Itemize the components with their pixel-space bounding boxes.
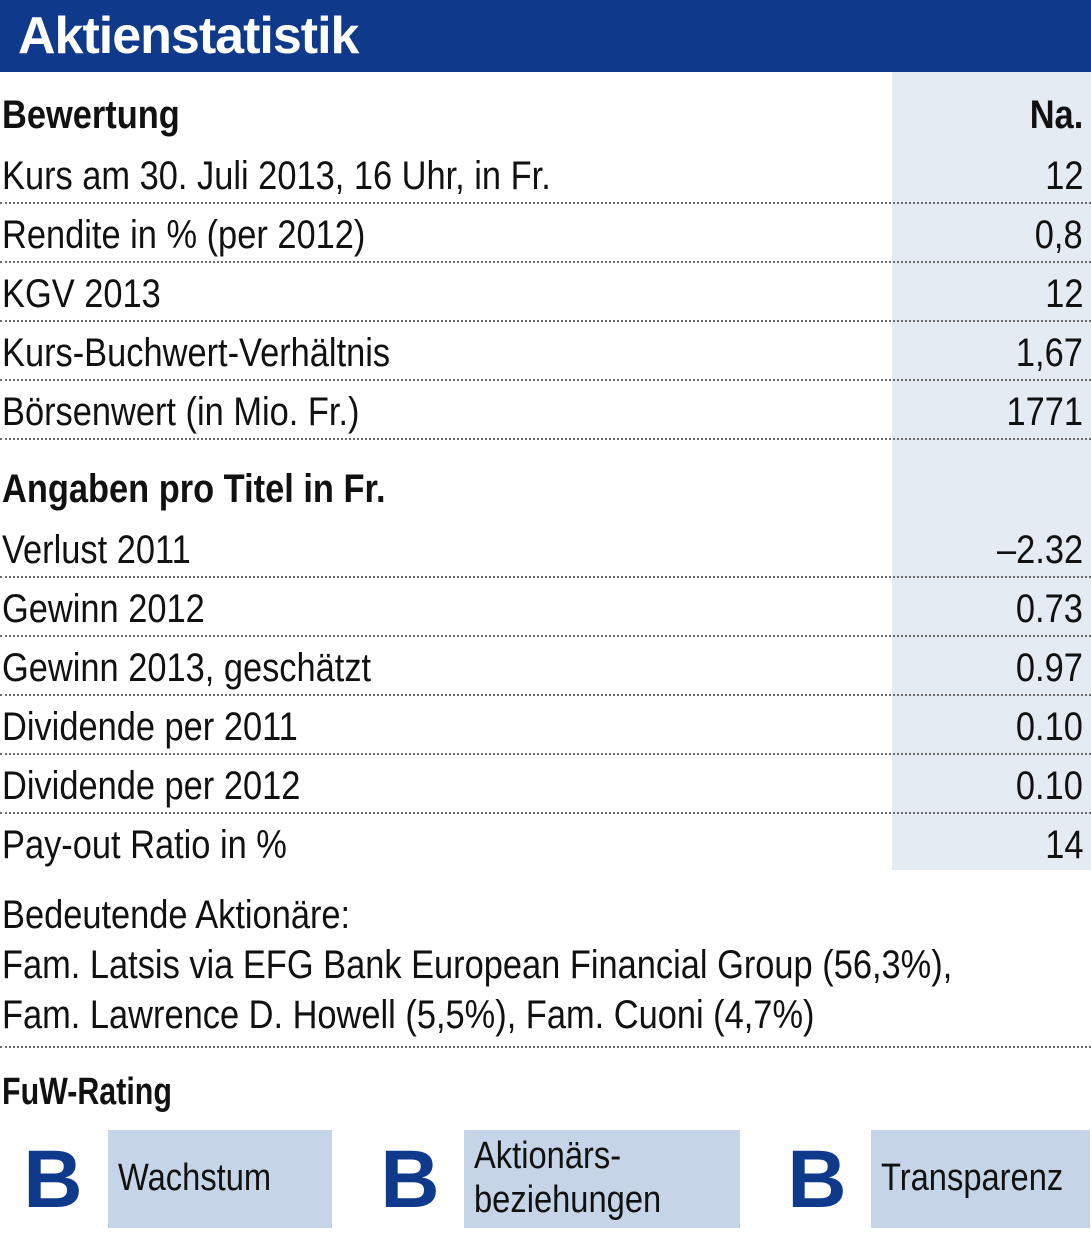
valuation-header: Bewertung: [2, 93, 180, 137]
page-title: Aktienstatistik: [18, 7, 359, 65]
shareholders-line: Fam. Lawrence D. Howell (5,5%), Fam. Cuo…: [2, 993, 815, 1037]
row-value: 14: [1044, 823, 1083, 867]
row-value: 12: [1044, 154, 1083, 198]
valuation-unit-header: Na.: [1029, 93, 1083, 137]
rating-label: Transparenz: [881, 1157, 1064, 1199]
value-column-background: [892, 72, 1091, 870]
rating-label-box: Aktionärs- beziehungen: [464, 1130, 740, 1228]
row-value: 1,67: [1016, 331, 1083, 375]
row-value: –2.32: [996, 528, 1083, 572]
row-label: Kurs am 30. Juli 2013, 16 Uhr, in Fr.: [2, 154, 551, 198]
shareholders-heading: Bedeutende Aktionäre:: [2, 893, 351, 937]
row-value: 0.10: [1016, 705, 1083, 749]
table-row: Börsenwert (in Mio. Fr.) 1771: [0, 381, 1091, 440]
row-value: 0,8: [1035, 213, 1083, 257]
row-value: 0.10: [1016, 764, 1083, 808]
table-row: Gewinn 2012 0.73: [0, 578, 1091, 637]
table-row: Dividende per 2012 0.10: [0, 755, 1091, 814]
per-share-header-row: Angaben pro Titel in Fr.: [0, 458, 1091, 517]
rating-label-box: Wachstum: [108, 1130, 332, 1228]
rating-label: Aktionärs-: [474, 1135, 622, 1177]
row-label: Kurs-Buchwert-Verhältnis: [2, 331, 391, 375]
rating-grade: B: [23, 1134, 83, 1225]
row-value: 1771: [1006, 390, 1083, 434]
row-value: 0.97: [1016, 646, 1083, 690]
row-label: Börsenwert (in Mio. Fr.): [2, 390, 360, 434]
table-row: Kurs am 30. Juli 2013, 16 Uhr, in Fr. 12: [0, 145, 1091, 204]
row-label: Rendite in % (per 2012): [2, 213, 366, 257]
valuation-header-row: Bewertung Na.: [0, 84, 1091, 143]
rating-label: beziehungen: [474, 1179, 662, 1221]
row-value: 12: [1044, 272, 1083, 316]
table-row: Dividende per 2011 0.10: [0, 696, 1091, 755]
row-label: Verlust 2011: [2, 528, 191, 572]
table-row: Pay-out Ratio in % 14: [0, 814, 1091, 873]
table-row: Gewinn 2013, geschätzt 0.97: [0, 637, 1091, 696]
row-label: Pay-out Ratio in %: [2, 823, 287, 867]
row-label: Dividende per 2012: [2, 764, 301, 808]
rating-grade: B: [380, 1134, 440, 1225]
row-label: Gewinn 2013, geschätzt: [2, 646, 372, 690]
shareholders-block: Bedeutende Aktionäre: Fam. Latsis via EF…: [0, 890, 1091, 1048]
table-row: Verlust 2011 –2.32: [0, 519, 1091, 578]
rating-label-box: Transparenz: [871, 1130, 1090, 1228]
rating-label: Wachstum: [118, 1157, 272, 1199]
rating-title: FuW-Rating: [2, 1071, 172, 1113]
per-share-header: Angaben pro Titel in Fr.: [2, 467, 386, 511]
row-label: Dividende per 2011: [2, 705, 298, 749]
rating-grade: B: [787, 1134, 847, 1225]
shareholders-line: Fam. Latsis via EFG Bank European Financ…: [2, 943, 953, 987]
row-label: Gewinn 2012: [2, 587, 205, 631]
table-row: Rendite in % (per 2012) 0,8: [0, 204, 1091, 263]
table-row: Kurs-Buchwert-Verhältnis 1,67: [0, 322, 1091, 381]
row-label: KGV 2013: [2, 272, 161, 316]
table-row: KGV 2013 12: [0, 263, 1091, 322]
title-bar: Aktienstatistik: [0, 0, 1091, 72]
row-value: 0.73: [1016, 587, 1083, 631]
